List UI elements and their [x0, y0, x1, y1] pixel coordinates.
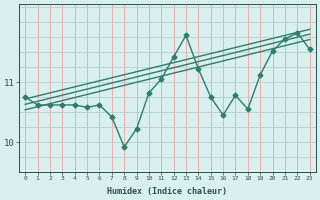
X-axis label: Humidex (Indice chaleur): Humidex (Indice chaleur)	[108, 187, 228, 196]
